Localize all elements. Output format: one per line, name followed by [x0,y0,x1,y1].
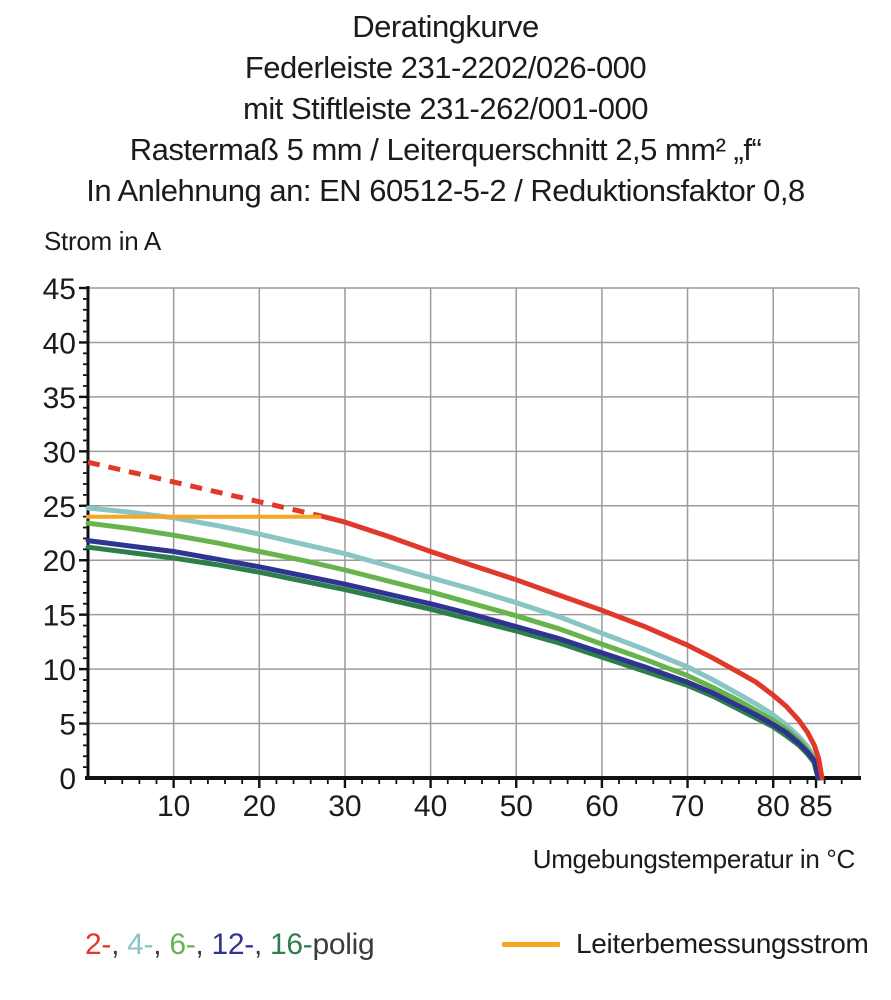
series-12-polig [85,538,822,781]
x-tick-label: 50 [500,790,533,823]
legend-separator: , [111,928,128,961]
poles-legend: 2-, 4-, 6-, 12-, 16-polig [85,928,375,962]
legend-separator: , [253,928,271,961]
legend-pole-6polig: 6- [169,928,196,961]
x-tick-label: 20 [243,790,276,823]
rated-current-line-swatch [502,941,560,947]
legend-pole-12polig: 12- [211,928,254,961]
x-tick-label: 70 [671,790,704,823]
x-axis-label: Umgebungstemperatur in °C [532,844,856,874]
x-tick-label: 60 [585,790,618,823]
y-axis-label: Strom in A [44,226,161,256]
y-tick-label: 20 [43,545,76,578]
series-4-polig [85,505,823,781]
legend-separator: , [153,928,170,961]
legend-pole-16polig: 16- [270,928,313,961]
legend-pole-2polig: 2- [85,928,112,961]
x-tick-label: 85 [799,790,832,823]
y-tick-label: 25 [43,491,76,524]
y-tick-label: 5 [59,709,76,742]
series-2-polig [316,513,825,781]
x-tick-label: 30 [328,790,361,823]
y-tick-label: 0 [59,763,76,796]
legend-suffix: polig [312,928,375,961]
x-tick-label: 40 [414,790,447,823]
x-tick-label: 10 [157,790,190,823]
title-line-2: Federleiste 231-2202/026-000 [244,50,647,85]
y-tick-label: 15 [43,600,76,633]
legend-separator: , [195,928,212,961]
series-6-polig [85,520,822,781]
title-line-5: In Anlehnung an: EN 60512-5-2 / Reduktio… [86,173,805,208]
y-tick-label: 45 [43,273,76,306]
rated-current-label: Leiterbemessungsstrom [576,928,869,959]
y-tick-label: 30 [43,436,76,469]
series-2-polig-gestrichelt [87,459,320,519]
title-line-3: mit Stiftleiste 231-262/001-000 [243,91,648,126]
y-tick-label: 35 [43,382,76,415]
title-line-1: Deratingkurve [352,9,539,44]
chart-title-block: Deratingkurve Federleiste 231-2202/026-0… [0,6,891,211]
title-line-4: Rastermaß 5 mm / Leiterquerschnitt 2,5 m… [129,132,762,167]
x-tick-label: 80 [757,790,790,823]
legend-pole-4polig: 4- [127,928,154,961]
y-tick-label: 10 [43,654,76,687]
rated-current-legend: Leiterbemessungsstrom [502,928,869,960]
y-tick-label: 40 [43,327,76,360]
